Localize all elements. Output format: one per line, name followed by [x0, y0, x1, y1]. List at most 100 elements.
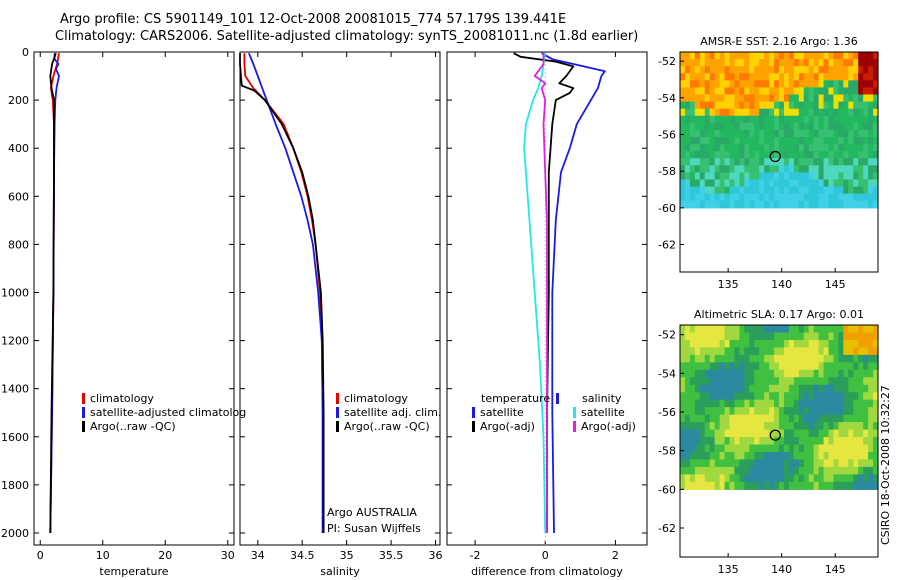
map-cell — [813, 481, 820, 490]
map-cell — [798, 80, 805, 89]
map-cell — [704, 384, 711, 393]
map-cell — [873, 158, 879, 166]
map-cell — [699, 52, 706, 60]
map-cell — [699, 73, 706, 81]
map-cell — [838, 87, 844, 96]
map-cell — [744, 87, 750, 96]
map-cell — [719, 59, 726, 67]
map-cell — [808, 407, 815, 416]
map-cell — [734, 101, 740, 110]
map-cell — [680, 129, 686, 138]
map-cell — [803, 108, 810, 117]
map-cell — [868, 66, 874, 74]
map-cell — [714, 151, 721, 159]
map-cell — [823, 399, 830, 408]
map-cell — [868, 429, 874, 438]
map-cell — [774, 179, 780, 188]
map-cell — [793, 129, 800, 138]
map-cell — [754, 80, 760, 89]
map-cell — [734, 80, 740, 89]
map-cell — [759, 59, 765, 67]
map-cell — [798, 101, 805, 110]
map-cell — [868, 392, 874, 401]
map-cell — [759, 115, 765, 124]
map-cell — [749, 193, 755, 202]
map-cell — [729, 384, 736, 393]
map-cell — [749, 200, 755, 209]
map-cell — [868, 122, 874, 131]
map-cell — [823, 369, 830, 378]
map-cell — [813, 200, 820, 209]
map-cell — [833, 414, 839, 423]
map-cell — [828, 399, 835, 408]
map-cell — [828, 200, 835, 209]
map-cell — [853, 87, 859, 96]
map-cell — [798, 332, 805, 341]
map-cell — [818, 115, 825, 124]
map-cell — [689, 369, 696, 378]
map-cell — [858, 422, 864, 431]
map-cell — [848, 325, 854, 334]
map-cell — [704, 122, 711, 131]
map-cell — [858, 384, 864, 393]
map-cell — [759, 137, 765, 145]
map-cell — [843, 66, 849, 74]
map-cell — [699, 129, 706, 138]
y-tick-label-depth: 800 — [8, 238, 29, 251]
map-cell — [788, 466, 795, 475]
map-cell — [783, 122, 790, 131]
map-cell — [779, 101, 785, 110]
map-cell — [823, 108, 830, 117]
legend-label-difference: satellite — [480, 406, 524, 419]
map-cell — [783, 52, 790, 60]
map-cell — [858, 451, 864, 461]
map-cell — [729, 392, 736, 401]
map-cell — [853, 354, 859, 363]
map-cell — [719, 399, 726, 408]
map-cell — [858, 399, 864, 408]
map-cell — [808, 474, 815, 483]
map-cell — [754, 384, 760, 393]
map-cell — [704, 437, 711, 446]
map-cell — [848, 200, 854, 209]
map-cell — [739, 459, 745, 468]
map-cell — [729, 59, 736, 67]
map-cell — [729, 115, 736, 124]
map-cell — [680, 339, 686, 349]
map-cell — [699, 172, 706, 181]
map-cell — [838, 165, 844, 174]
map-cell — [714, 158, 721, 166]
map-cell — [803, 66, 810, 74]
map-cell — [783, 332, 790, 341]
map-cell — [744, 459, 750, 468]
map-cell — [764, 437, 770, 446]
map-cell — [833, 437, 839, 446]
map-cell — [779, 158, 785, 166]
map-cell — [769, 137, 775, 145]
map-cell — [734, 115, 740, 124]
map-cell — [818, 369, 825, 378]
map-cell — [729, 325, 736, 334]
map-cell — [868, 115, 874, 124]
map-cell — [714, 193, 721, 202]
map-cell — [863, 414, 869, 423]
map-cell — [714, 399, 721, 408]
map-cell — [873, 339, 879, 349]
map-cell — [689, 186, 696, 195]
map-cell — [803, 414, 810, 423]
map-cell — [828, 115, 835, 124]
map-cell — [868, 94, 874, 103]
map-cell — [783, 459, 790, 468]
map-cell — [783, 80, 790, 89]
map-cell — [858, 392, 864, 401]
map-cell — [833, 158, 839, 166]
map-cell — [754, 429, 760, 438]
text-layer: 0 10 20 30temperature0200400600800100012001… — [1, 35, 892, 578]
map-cell — [729, 193, 736, 202]
map-cell — [764, 179, 770, 188]
map-cell — [754, 129, 760, 138]
map-cell — [818, 377, 825, 386]
map-cell — [714, 466, 721, 475]
map-cell — [749, 151, 755, 159]
map-cell — [769, 459, 775, 468]
